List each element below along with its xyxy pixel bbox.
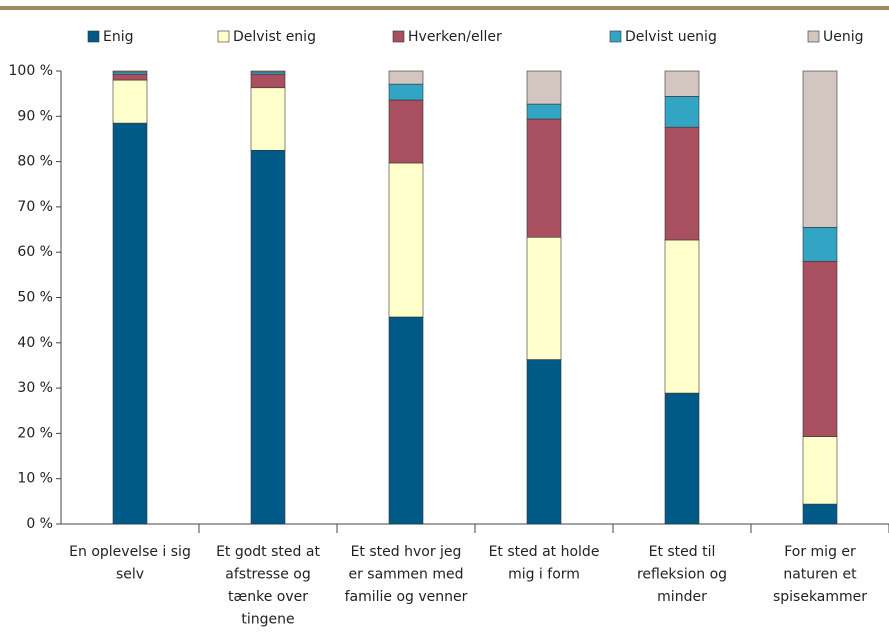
x-tick-label: refleksion og bbox=[637, 567, 727, 583]
bar-segment bbox=[526, 359, 562, 525]
legend-swatch bbox=[807, 30, 820, 43]
x-tick-label: Et sted at holde bbox=[489, 544, 600, 560]
y-tick-label: 40 % bbox=[17, 335, 53, 351]
legend-label: Hverken/eller bbox=[408, 29, 502, 45]
x-tick-label: afstresse og bbox=[225, 567, 310, 583]
x-tick-label: Et godt sted at bbox=[216, 544, 320, 560]
bar-segment bbox=[664, 96, 700, 128]
y-tick-label: 50 % bbox=[17, 290, 53, 306]
y-tick-label: 30 % bbox=[17, 380, 53, 396]
bar-segment bbox=[388, 316, 424, 525]
bar-segment bbox=[112, 73, 148, 81]
bar-segment bbox=[802, 260, 838, 437]
bar-segment bbox=[388, 83, 424, 101]
bar-segment bbox=[388, 162, 424, 318]
y-tick-label: 100 % bbox=[9, 63, 53, 79]
bar-segment bbox=[112, 122, 148, 525]
y-tick-label: 70 % bbox=[17, 199, 53, 215]
x-tick-label: er sammen med bbox=[348, 567, 463, 583]
y-tick-label: 20 % bbox=[17, 425, 53, 441]
legend-label: Delvist enig bbox=[233, 29, 316, 45]
legend-swatch bbox=[87, 30, 100, 43]
bar-segment bbox=[802, 436, 838, 505]
bar-segment bbox=[802, 70, 838, 228]
x-tick-label: tænke over bbox=[228, 589, 308, 605]
y-tick-label: 90 % bbox=[17, 108, 53, 124]
bar-segment bbox=[802, 226, 838, 262]
bar-segment bbox=[388, 99, 424, 164]
x-tick-label: naturen et bbox=[783, 567, 857, 583]
bar-segment bbox=[250, 149, 286, 525]
legend-swatch bbox=[392, 30, 405, 43]
x-tick-label: familie og venner bbox=[345, 589, 468, 605]
bar-segment bbox=[112, 79, 148, 124]
bar-segment bbox=[664, 392, 700, 525]
bar-segment bbox=[664, 126, 700, 241]
x-tick-label: tingene bbox=[241, 612, 294, 628]
x-tick-label: Et sted til bbox=[649, 544, 716, 560]
y-tick-label: 0 % bbox=[26, 516, 53, 532]
y-tick-label: 10 % bbox=[17, 471, 53, 487]
bar-segment bbox=[250, 70, 286, 73]
bar-segment bbox=[250, 87, 286, 151]
x-tick-label: mig i form bbox=[508, 567, 580, 583]
bar-segment bbox=[526, 70, 562, 105]
x-tick-label: selv bbox=[116, 567, 144, 583]
bar-segment bbox=[388, 70, 424, 85]
bar-segment bbox=[664, 239, 700, 394]
x-tick-label: minder bbox=[657, 589, 707, 605]
x-tick-label: Et sted hvor jeg bbox=[351, 544, 462, 560]
bar-segment bbox=[112, 70, 148, 73]
legend-swatch bbox=[609, 30, 622, 43]
legend-swatch bbox=[217, 30, 230, 43]
bar-segment bbox=[802, 503, 838, 525]
x-tick-label: spisekammer bbox=[773, 589, 867, 605]
x-tick-label: For mig er bbox=[784, 544, 856, 560]
legend-label: Uenig bbox=[823, 29, 864, 45]
x-tick-label: En oplevelse i sig bbox=[69, 544, 191, 560]
legend-label: Delvist uenig bbox=[625, 29, 717, 45]
legend-label: Enig bbox=[103, 29, 134, 45]
bar-segment bbox=[526, 118, 562, 238]
top-rule bbox=[0, 6, 889, 10]
bar-segment bbox=[112, 71, 148, 75]
bar-segment bbox=[664, 70, 700, 97]
y-tick-label: 80 % bbox=[17, 154, 53, 170]
bar-segment bbox=[250, 71, 286, 75]
y-tick-label: 60 % bbox=[17, 244, 53, 260]
bar-segment bbox=[250, 73, 286, 89]
bar-segment bbox=[526, 103, 562, 120]
bar-segment bbox=[526, 236, 562, 360]
